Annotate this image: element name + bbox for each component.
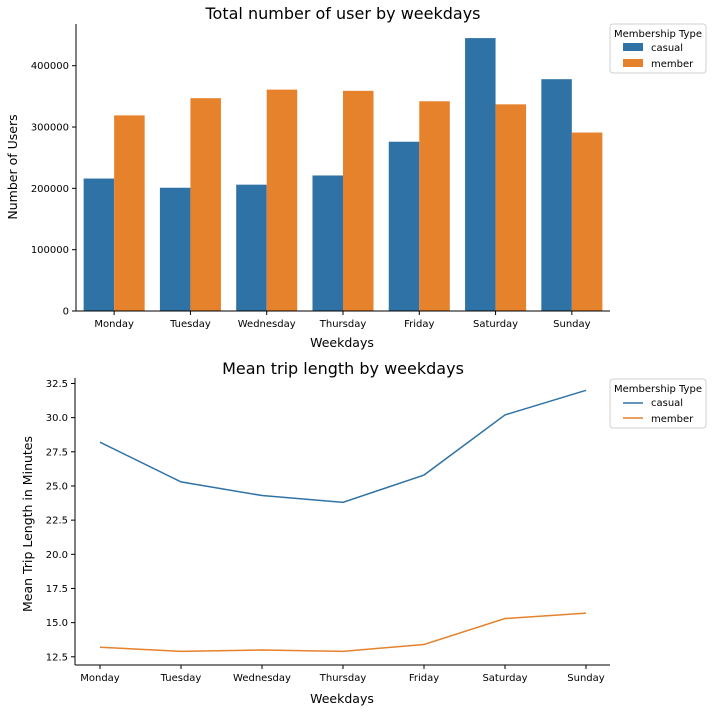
bar-chart: Total number of user by weekdays Weekday… bbox=[5, 4, 707, 350]
line-y-tick-label: 22.5 bbox=[46, 516, 68, 527]
bar-member-monday bbox=[114, 115, 145, 312]
bar-casual-friday bbox=[388, 141, 420, 311]
bar-legend-title: Membership Type bbox=[614, 29, 702, 40]
bar-y-tick-label: 200000 bbox=[31, 184, 69, 195]
bar-x-tick-label: Monday bbox=[94, 319, 134, 330]
bar-legend-swatch-member bbox=[623, 59, 643, 67]
bar-y-tick-label: 100000 bbox=[31, 245, 69, 256]
bar-legend-label-member: member bbox=[651, 59, 694, 70]
bar-casual-saturday bbox=[465, 38, 496, 311]
line-x-tick-label: Thursday bbox=[319, 673, 367, 684]
line-chart-title: Mean trip length by weekdays bbox=[222, 359, 464, 378]
bar-chart-plot-area: 0 100000 200000 300000 400000 Monday Tuesday We… bbox=[31, 24, 610, 330]
line-chart-x-axis-label: Weekdays bbox=[310, 691, 374, 706]
bar-x-tick-label: Sunday bbox=[553, 319, 590, 330]
line-y-tick-label: 15.0 bbox=[46, 618, 68, 629]
bar-legend-label-casual: casual bbox=[651, 43, 683, 54]
line-y-tick-label: 32.5 bbox=[46, 379, 68, 390]
bar-casual-thursday bbox=[312, 175, 343, 311]
line-legend-label-casual: casual bbox=[651, 398, 683, 409]
bar-x-tick-label: Saturday bbox=[473, 319, 518, 330]
bar-member-sunday bbox=[571, 132, 603, 311]
bar-y-tick-label: 0 bbox=[63, 307, 69, 318]
line-x-tick-label: Friday bbox=[409, 673, 439, 684]
bar-chart-title: Total number of user by weekdays bbox=[205, 4, 481, 23]
bar-member-tuesday bbox=[190, 98, 221, 311]
bar-member-wednesday bbox=[266, 89, 298, 312]
line-y-tick-label: 20.0 bbox=[46, 550, 68, 561]
bar-x-tick-label: Friday bbox=[404, 319, 434, 330]
bar-chart-legend: Membership Type casual member bbox=[609, 23, 707, 74]
bar-x-tick-label: Tuesday bbox=[169, 319, 211, 330]
bar-member-saturday bbox=[495, 104, 527, 311]
bar-casual-monday bbox=[83, 178, 115, 311]
line-chart-legend: Membership Type casual member bbox=[609, 378, 707, 429]
bar-casual-tuesday bbox=[159, 187, 191, 311]
bar-legend-swatch-casual bbox=[623, 43, 643, 51]
line-legend-title: Membership Type bbox=[614, 384, 702, 395]
line-series-casual bbox=[99, 389, 587, 504]
line-x-tick-label: Tuesday bbox=[160, 673, 202, 684]
line-legend-label-member: member bbox=[651, 414, 694, 425]
bar-x-tick-label: Wednesday bbox=[238, 319, 296, 330]
line-x-tick-label: Wednesday bbox=[233, 673, 291, 684]
line-y-tick-label: 12.5 bbox=[46, 652, 68, 663]
line-chart-plot-area: 12.5 15.0 17.5 20.0 22.5 25.0 27.5 30.0 32.5 Mond… bbox=[46, 378, 610, 684]
line-chart-y-axis-label: Mean Trip Length in Minutes bbox=[20, 436, 35, 612]
bar-casual-wednesday bbox=[236, 184, 267, 311]
line-x-tick-label: Saturday bbox=[482, 673, 527, 684]
line-y-tick-label: 27.5 bbox=[46, 447, 68, 458]
bar-casual-sunday bbox=[541, 79, 572, 311]
line-x-tick-label: Sunday bbox=[567, 673, 604, 684]
line-x-tick-label: Monday bbox=[80, 673, 120, 684]
bar-member-friday bbox=[419, 101, 450, 312]
bar-y-tick-label: 400000 bbox=[31, 61, 69, 72]
bar-y-tick-label: 300000 bbox=[31, 123, 69, 134]
line-y-tick-label: 25.0 bbox=[46, 481, 68, 492]
line-legend-frame bbox=[609, 378, 707, 429]
line-series-member bbox=[99, 612, 587, 653]
line-y-tick-label: 30.0 bbox=[46, 413, 68, 424]
bar-chart-x-axis-label: Weekdays bbox=[310, 335, 374, 350]
bar-member-thursday bbox=[343, 90, 374, 311]
line-chart: Mean trip length by weekdays Weekdays Me… bbox=[20, 359, 707, 706]
line-y-tick-label: 17.5 bbox=[46, 584, 68, 595]
bar-chart-y-axis-label: Number of Users bbox=[5, 114, 20, 219]
bar-x-tick-label: Thursday bbox=[319, 319, 367, 330]
